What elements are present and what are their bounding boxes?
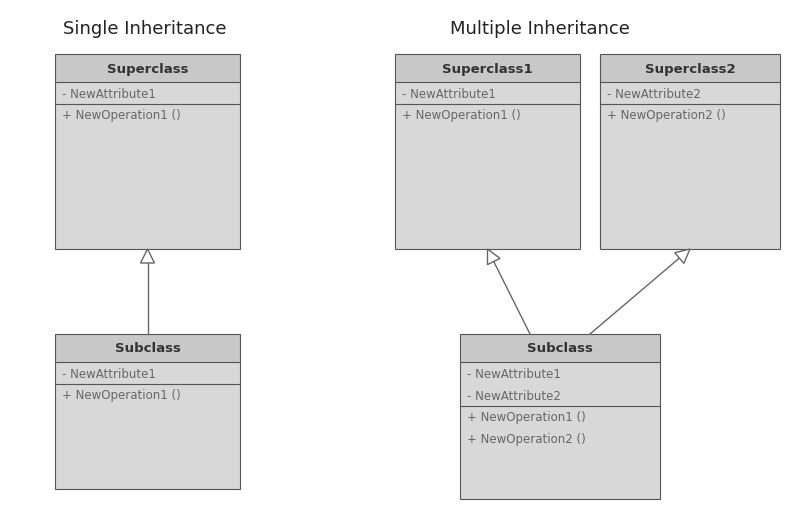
Text: Multiple Inheritance: Multiple Inheritance — [450, 20, 630, 38]
Polygon shape — [487, 249, 500, 265]
Text: Superclass: Superclass — [107, 63, 188, 75]
Text: - NewAttribute1: - NewAttribute1 — [62, 88, 156, 100]
Bar — [55, 83, 240, 105]
Polygon shape — [141, 249, 155, 264]
Bar — [55, 105, 240, 127]
Bar — [55, 362, 240, 384]
Text: Subclass: Subclass — [115, 342, 180, 355]
Bar — [600, 127, 780, 249]
Bar — [55, 55, 240, 83]
Text: - NewAttribute2: - NewAttribute2 — [467, 389, 561, 402]
Bar — [395, 127, 580, 249]
Text: Superclass1: Superclass1 — [442, 63, 532, 75]
Text: + NewOperation2 (): + NewOperation2 () — [467, 433, 585, 445]
Text: Subclass: Subclass — [527, 342, 593, 355]
Text: - NewAttribute1: - NewAttribute1 — [467, 367, 561, 380]
Bar — [395, 55, 580, 249]
Bar — [600, 55, 780, 83]
Text: Superclass2: Superclass2 — [645, 63, 735, 75]
Text: + NewOperation2 (): + NewOperation2 () — [607, 109, 726, 122]
Bar — [395, 55, 580, 83]
Bar — [55, 55, 240, 249]
Bar — [600, 83, 780, 105]
Text: + NewOperation1 (): + NewOperation1 () — [402, 109, 521, 122]
Bar — [55, 334, 240, 362]
Text: - NewAttribute1: - NewAttribute1 — [62, 367, 156, 380]
Bar — [460, 406, 660, 450]
Bar — [55, 384, 240, 406]
Text: + NewOperation1 (): + NewOperation1 () — [467, 411, 585, 423]
Bar — [460, 334, 660, 499]
Bar — [55, 406, 240, 489]
Polygon shape — [675, 249, 690, 264]
Text: + NewOperation1 (): + NewOperation1 () — [62, 109, 181, 122]
Text: Single Inheritance: Single Inheritance — [63, 20, 227, 38]
Bar — [600, 55, 780, 249]
Bar — [395, 83, 580, 105]
Text: + NewOperation1 (): + NewOperation1 () — [62, 389, 181, 402]
Bar — [395, 105, 580, 127]
Bar — [460, 450, 660, 499]
Bar — [460, 362, 660, 406]
Bar — [55, 127, 240, 249]
Text: - NewAttribute1: - NewAttribute1 — [402, 88, 496, 100]
Bar — [600, 105, 780, 127]
Bar — [460, 334, 660, 362]
Text: - NewAttribute2: - NewAttribute2 — [607, 88, 701, 100]
Bar — [55, 334, 240, 489]
